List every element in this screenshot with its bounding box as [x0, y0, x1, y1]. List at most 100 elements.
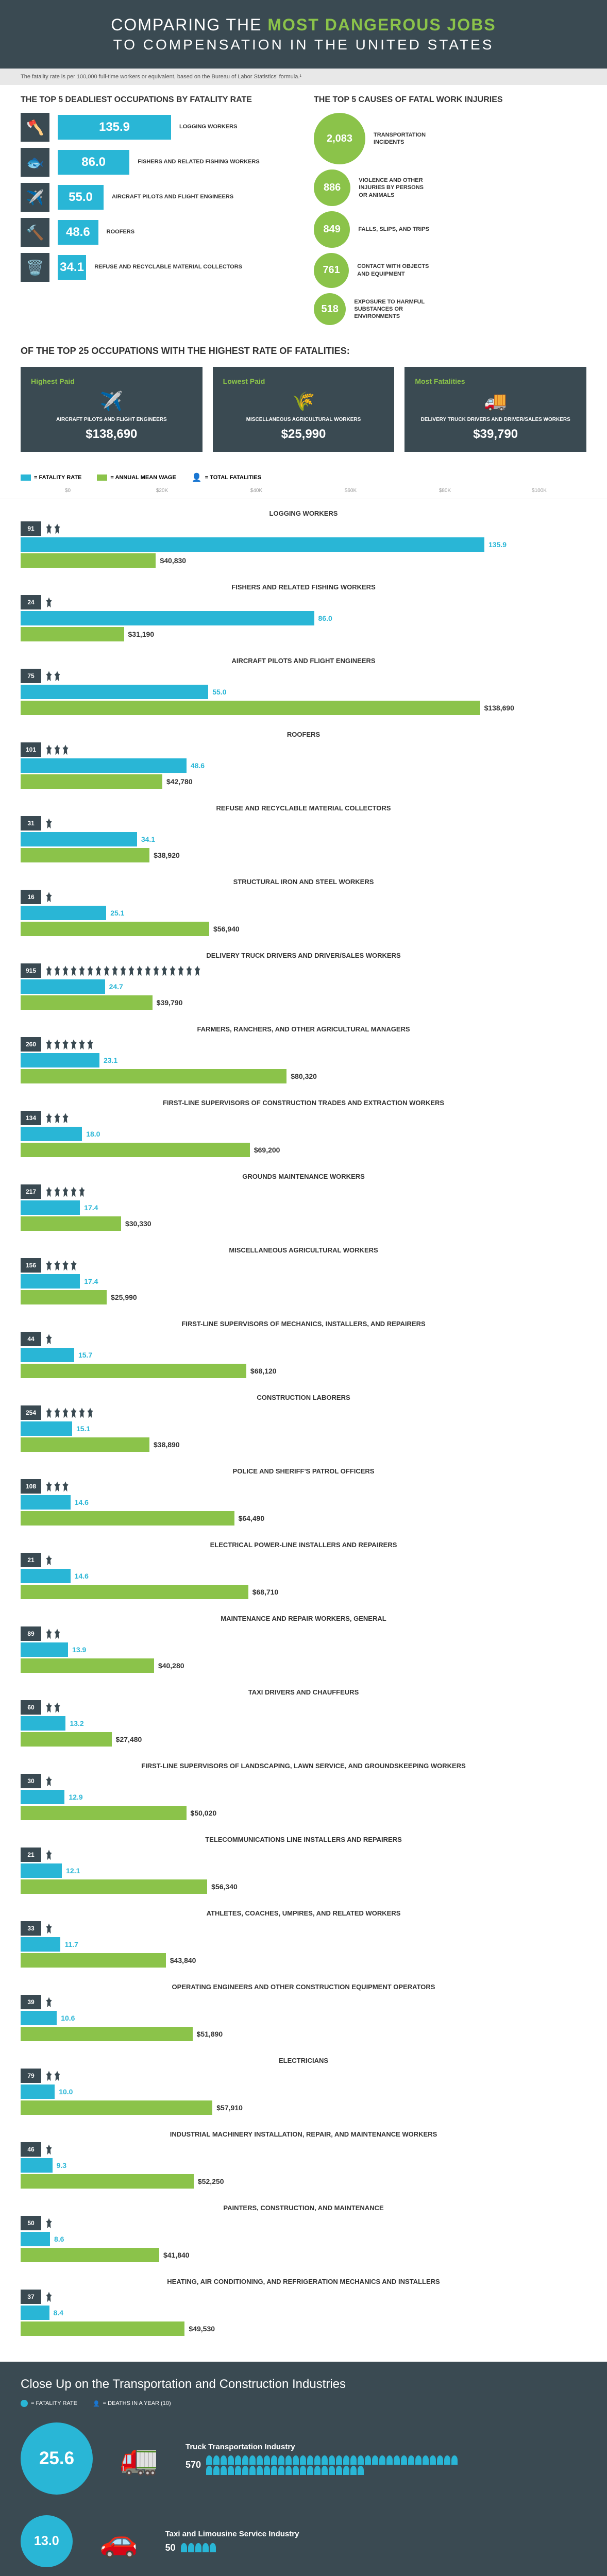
industry-info: Taxi and Limousine Service Industry 50 [165, 2530, 586, 2553]
fatality-rate-bar [21, 1495, 71, 1510]
wage-value: $38,920 [154, 851, 180, 859]
fatality-rate-bar [21, 1642, 68, 1657]
wage-bar [21, 2100, 212, 2115]
fatality-icons [45, 2144, 53, 2155]
wage-bar [21, 1143, 250, 1157]
person-icon [278, 2466, 284, 2475]
total-fatalities-badge: 134 [21, 1111, 41, 1125]
total-fatalities-badge: 260 [21, 1037, 41, 1052]
person-icon [285, 2466, 292, 2475]
pay-card-icon: 🚚 [484, 391, 507, 412]
industry-icon: 🚛 [108, 2441, 170, 2477]
fatality-rate-bar [21, 1200, 80, 1215]
fatality-rate-row: 9.3 [21, 2158, 586, 2173]
occupation-item: FISHERS AND RELATED FISHING WORKERS 24 8… [21, 583, 586, 641]
occupation-bars: 156 17.4 $25,990 [21, 1258, 586, 1304]
cause-row: 761 CONTACT WITH OBJECTS AND EQUIPMENT [314, 253, 586, 288]
pay-card: Highest Paid ✈️ AIRCRAFT PILOTS AND FLIG… [21, 367, 203, 452]
occupation-item: REFUSE AND RECYCLABLE MATERIAL COLLECTOR… [21, 804, 586, 862]
occupation-name: HEATING, AIR CONDITIONING, AND REFRIGERA… [21, 2278, 586, 2285]
fatality-rate-value: 9.3 [57, 2161, 66, 2170]
person-icon [257, 2455, 263, 2465]
wage-row: $39,790 [21, 995, 586, 1010]
cause-label: VIOLENCE AND OTHER INJURIES BY PERSONS O… [359, 177, 431, 199]
person-icon [257, 2466, 263, 2475]
pay-card-icon: 🌾 [292, 391, 315, 412]
fatality-rate-row: 12.9 [21, 1790, 586, 1804]
title-line2: TO COMPENSATION IN THE UNITED STATES [21, 37, 586, 53]
fatality-rate-value: 13.2 [70, 1719, 83, 1727]
occupation-bars: 39 10.6 $51,890 [21, 1995, 586, 2041]
fatality-rate-bar: 55.0 [58, 185, 104, 210]
fatality-rate-bar [21, 1790, 64, 1804]
occupation-bars: 33 11.7 $43,840 [21, 1921, 586, 1968]
pay-card-title: Most Fatalities [415, 377, 465, 385]
cause-row: 518 EXPOSURE TO HARMFUL SUBSTANCES OR EN… [314, 293, 586, 325]
total-fatalities-row: 101 [21, 742, 586, 757]
fatality-rate-row: 86.0 [21, 611, 586, 625]
total-fatalities-badge: 16 [21, 890, 41, 904]
occupation-bars: 46 9.3 $52,250 [21, 2142, 586, 2189]
person-icon [307, 2466, 313, 2475]
pay-card-value: $39,790 [473, 427, 518, 442]
occupation-bars: 50 8.6 $41,840 [21, 2216, 586, 2262]
industry-name: Truck Transportation Industry [186, 2443, 586, 2451]
total-fatalities-badge: 91 [21, 521, 41, 536]
total-fatalities-row: 75 [21, 669, 586, 683]
person-icon [329, 2466, 335, 2475]
wage-bar [21, 1511, 234, 1526]
person-icon [401, 2455, 407, 2465]
total-fatalities-badge: 108 [21, 1479, 41, 1494]
total-fatalities-row: 24 [21, 595, 586, 609]
occupation-label: AIRCRAFT PILOTS AND FLIGHT ENGINEERS [112, 194, 233, 200]
person-icon [365, 2455, 371, 2465]
death-count: 50 [165, 2543, 176, 2553]
occupation-item: GROUNDS MAINTENANCE WORKERS 217 17.4 $30… [21, 1173, 586, 1231]
wage-bar [21, 1585, 248, 1599]
fatality-icons [45, 2071, 61, 2081]
axis-tick: $20K [115, 488, 209, 494]
total-fatalities-badge: 60 [21, 1700, 41, 1715]
person-icon [271, 2466, 277, 2475]
wage-row: $50,020 [21, 1806, 586, 1820]
closeup-legend-deaths: 👤 = DEATHS IN A YEAR (10) [93, 2400, 171, 2407]
occupation-name: ELECTRICAL POWER-LINE INSTALLERS AND REP… [21, 1541, 586, 1549]
occupation-name: PAINTERS, CONSTRUCTION, AND MAINTENANCE [21, 2204, 586, 2212]
person-icon [343, 2455, 349, 2465]
fatality-rate-bar [21, 1569, 71, 1583]
person-icon [386, 2455, 393, 2465]
person-icon [285, 2455, 292, 2465]
person-icon [408, 2455, 414, 2465]
fatality-rate-row: 15.7 [21, 1348, 586, 1362]
wage-value: $25,990 [111, 1293, 137, 1301]
person-icon [221, 2455, 227, 2465]
wage-bar [21, 995, 153, 1010]
wage-row: $25,990 [21, 1290, 586, 1304]
pay-card: Most Fatalities 🚚 DELIVERY TRUCK DRIVERS… [404, 367, 586, 452]
total-fatalities-row: 44 [21, 1332, 586, 1346]
fatality-rate-row: 10.6 [21, 2011, 586, 2025]
legend-total-label: = TOTAL FATALITIES [205, 474, 261, 481]
fatality-icons [45, 744, 69, 755]
total-fatalities-row: 30 [21, 1774, 586, 1788]
wage-bar [21, 1216, 121, 1231]
occupation-bars: 37 8.4 $49,530 [21, 2290, 586, 2336]
people-icons [181, 2543, 216, 2552]
fatality-rate-value: 24.7 [109, 982, 123, 991]
occupation-item: INDUSTRIAL MACHINERY INSTALLATION, REPAI… [21, 2130, 586, 2189]
wage-value: $138,690 [484, 704, 514, 712]
total-fatalities-badge: 156 [21, 1258, 41, 1273]
page-header: COMPARING THE MOST DANGEROUS JOBS TO COM… [0, 0, 607, 69]
fatality-rate-bar: 34.1 [58, 255, 86, 280]
wage-bar [21, 848, 149, 862]
fatality-icons [45, 1187, 86, 1197]
fatality-rate-value: 55.0 [212, 688, 226, 696]
person-icon [394, 2455, 400, 2465]
occupation-name: STRUCTURAL IRON AND STEEL WORKERS [21, 878, 586, 886]
person-icon: 👤 [93, 2400, 100, 2407]
wage-value: $57,910 [216, 2104, 243, 2112]
person-icon [249, 2455, 256, 2465]
occupation-item: MAINTENANCE AND REPAIR WORKERS, GENERAL … [21, 1615, 586, 1673]
occupation-bars: 60 13.2 $27,480 [21, 1700, 586, 1747]
fatality-rate-row: 13.9 [21, 1642, 586, 1657]
